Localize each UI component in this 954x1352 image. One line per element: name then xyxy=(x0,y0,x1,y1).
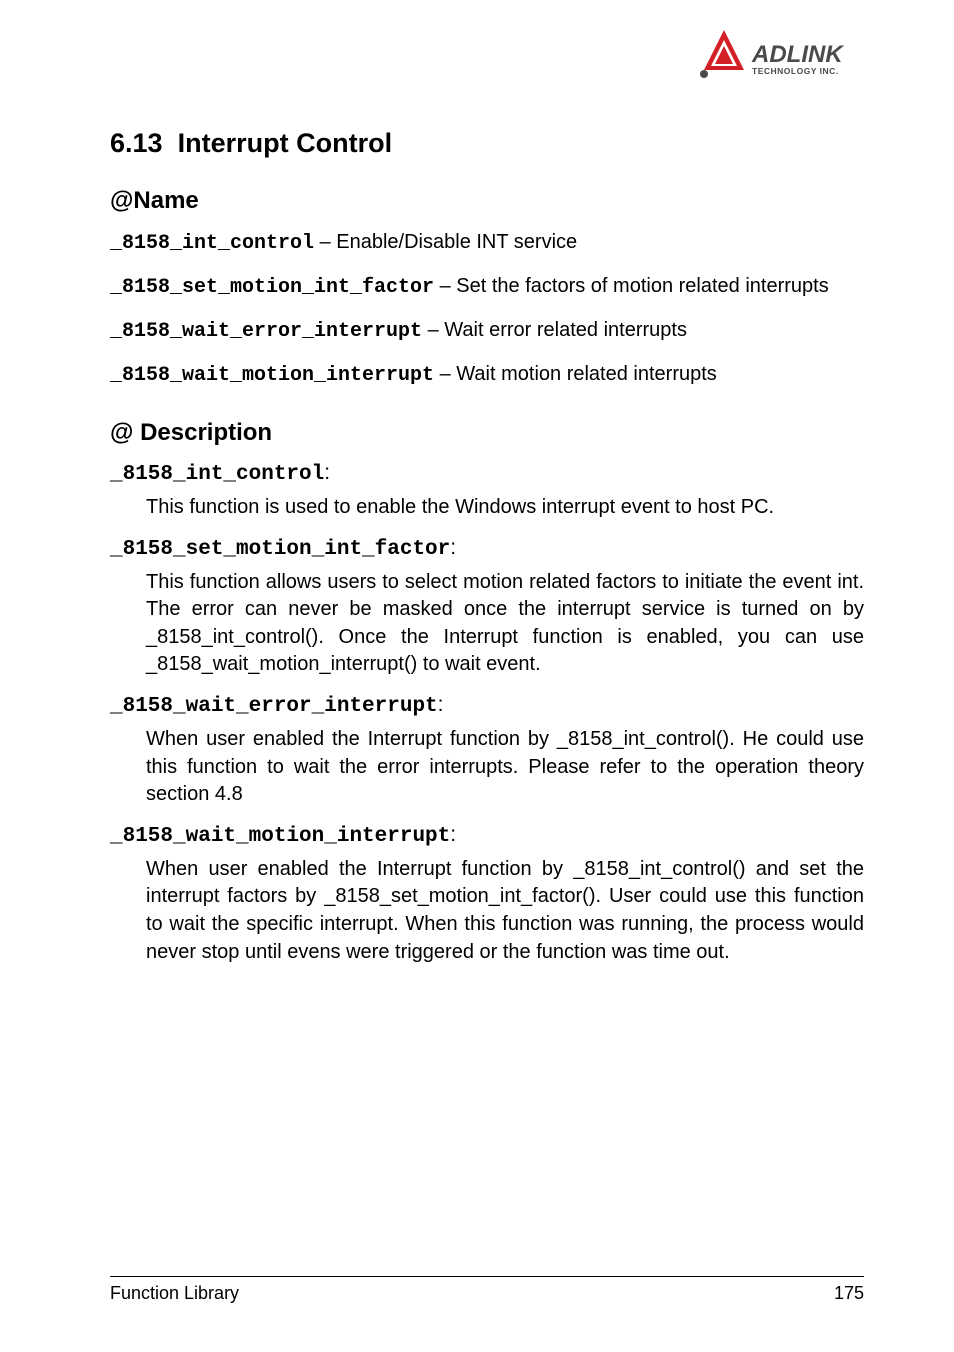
fn-desc: – Wait error related interrupts xyxy=(422,319,687,341)
section-number: 6.13 xyxy=(110,128,163,158)
section-heading-text: Interrupt Control xyxy=(178,128,392,158)
fn-desc: – Enable/Disable INT service xyxy=(314,231,577,253)
desc-body: When user enabled the Interrupt function… xyxy=(146,726,864,809)
fn-name: _8158_set_motion_int_factor xyxy=(110,276,434,299)
desc-body: When user enabled the Interrupt function… xyxy=(146,856,864,966)
name-item: _8158_int_control – Enable/Disable INT s… xyxy=(110,229,864,257)
name-item: _8158_wait_error_interrupt – Wait error … xyxy=(110,317,864,345)
desc-fn-title: _8158_wait_motion_interrupt: xyxy=(110,823,864,848)
name-item: _8158_set_motion_int_factor – Set the fa… xyxy=(110,273,864,301)
fn-desc: – Set the factors of motion related inte… xyxy=(434,275,829,297)
desc-body: This function is used to enable the Wind… xyxy=(146,494,864,522)
page-footer: Function Library 175 xyxy=(110,1276,864,1304)
desc-fn-name: _8158_set_motion_int_factor xyxy=(110,538,450,561)
brand-logo: ADLINK TECHNOLOGY INC. xyxy=(696,28,866,97)
page-content: 6.13 Interrupt Control @Name _8158_int_c… xyxy=(0,0,954,966)
name-item: _8158_wait_motion_interrupt – Wait motio… xyxy=(110,361,864,389)
description-heading: @ Description xyxy=(110,419,864,447)
fn-name: _8158_wait_motion_interrupt xyxy=(110,364,434,387)
desc-fn-name: _8158_int_control xyxy=(110,463,324,486)
desc-fn-name: _8158_wait_error_interrupt xyxy=(110,695,438,718)
desc-fn-title: _8158_int_control: xyxy=(110,461,864,486)
fn-desc: – Wait motion related interrupts xyxy=(434,363,717,385)
desc-fn-title: _8158_wait_error_interrupt: xyxy=(110,693,864,718)
fn-name: _8158_wait_error_interrupt xyxy=(110,320,422,343)
logo-sub-text: TECHNOLOGY INC. xyxy=(752,66,839,76)
section-title: 6.13 Interrupt Control xyxy=(110,128,864,159)
desc-fn-title: _8158_set_motion_int_factor: xyxy=(110,536,864,561)
footer-left: Function Library xyxy=(110,1283,239,1304)
desc-fn-name: _8158_wait_motion_interrupt xyxy=(110,825,450,848)
name-heading: @Name xyxy=(110,187,864,215)
desc-body: This function allows users to select mot… xyxy=(146,569,864,679)
adlink-logo-svg: ADLINK TECHNOLOGY INC. xyxy=(696,28,866,92)
fn-name: _8158_int_control xyxy=(110,232,314,255)
logo-brand-text: ADLINK xyxy=(751,41,844,68)
footer-page-number: 175 xyxy=(834,1283,864,1304)
